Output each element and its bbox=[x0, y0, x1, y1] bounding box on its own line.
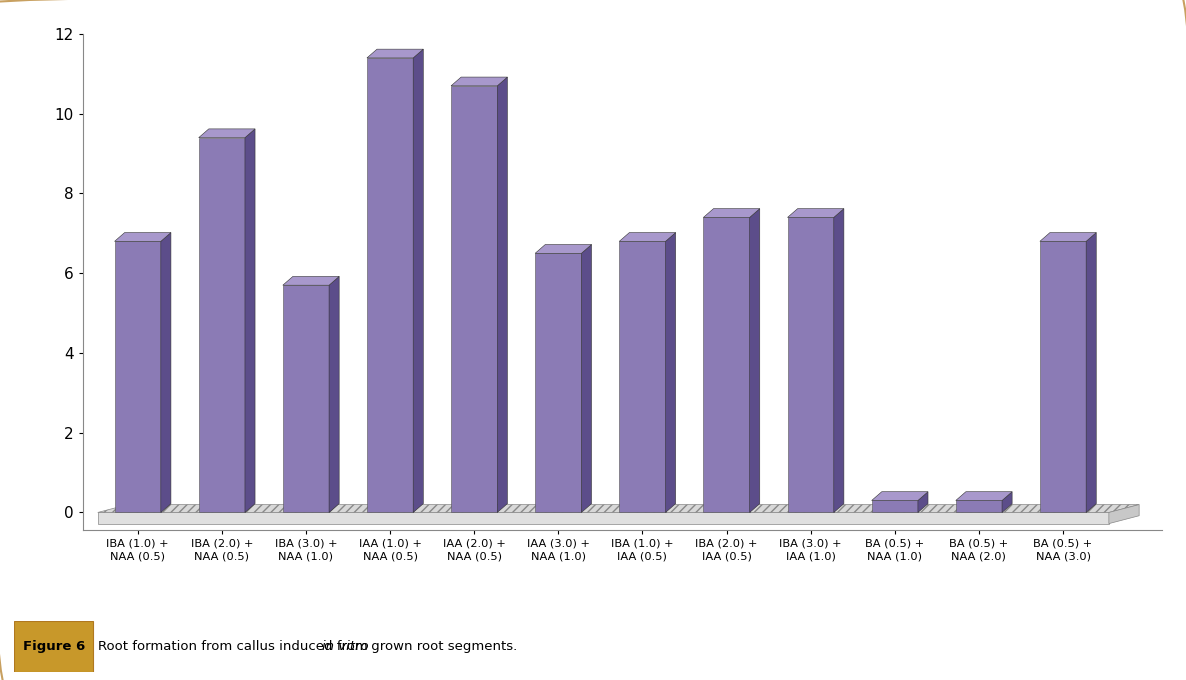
Polygon shape bbox=[834, 209, 844, 513]
Polygon shape bbox=[366, 58, 413, 513]
Polygon shape bbox=[1040, 233, 1096, 241]
Polygon shape bbox=[366, 49, 423, 58]
Polygon shape bbox=[282, 276, 339, 285]
Text: in vitro: in vitro bbox=[323, 640, 369, 653]
Polygon shape bbox=[872, 500, 918, 513]
Polygon shape bbox=[451, 86, 497, 513]
Polygon shape bbox=[1109, 505, 1139, 524]
Polygon shape bbox=[956, 492, 1012, 500]
Polygon shape bbox=[97, 505, 1139, 513]
Polygon shape bbox=[535, 253, 581, 513]
Polygon shape bbox=[329, 276, 339, 513]
Polygon shape bbox=[619, 233, 676, 241]
Text: Root formation from callus induced from: Root formation from callus induced from bbox=[97, 640, 371, 653]
Polygon shape bbox=[788, 218, 834, 513]
Polygon shape bbox=[703, 209, 760, 218]
Polygon shape bbox=[97, 513, 1109, 524]
Polygon shape bbox=[788, 209, 844, 218]
Polygon shape bbox=[665, 233, 676, 513]
Polygon shape bbox=[497, 77, 508, 513]
Polygon shape bbox=[1040, 241, 1086, 513]
Polygon shape bbox=[199, 129, 255, 137]
Polygon shape bbox=[535, 245, 592, 253]
Polygon shape bbox=[161, 233, 171, 513]
Polygon shape bbox=[956, 500, 1002, 513]
Polygon shape bbox=[115, 241, 161, 513]
Polygon shape bbox=[581, 245, 592, 513]
Polygon shape bbox=[703, 218, 750, 513]
Polygon shape bbox=[1002, 492, 1012, 513]
FancyBboxPatch shape bbox=[14, 621, 93, 672]
Text: grown root segments.: grown root segments. bbox=[366, 640, 517, 653]
Polygon shape bbox=[619, 241, 665, 513]
Polygon shape bbox=[246, 129, 255, 513]
Polygon shape bbox=[282, 285, 329, 513]
Polygon shape bbox=[413, 49, 423, 513]
Polygon shape bbox=[199, 137, 246, 513]
Polygon shape bbox=[918, 492, 927, 513]
Polygon shape bbox=[872, 492, 927, 500]
Polygon shape bbox=[451, 77, 508, 86]
Polygon shape bbox=[115, 233, 171, 241]
Text: Figure 6: Figure 6 bbox=[24, 640, 85, 653]
Polygon shape bbox=[750, 209, 760, 513]
Polygon shape bbox=[1086, 233, 1096, 513]
